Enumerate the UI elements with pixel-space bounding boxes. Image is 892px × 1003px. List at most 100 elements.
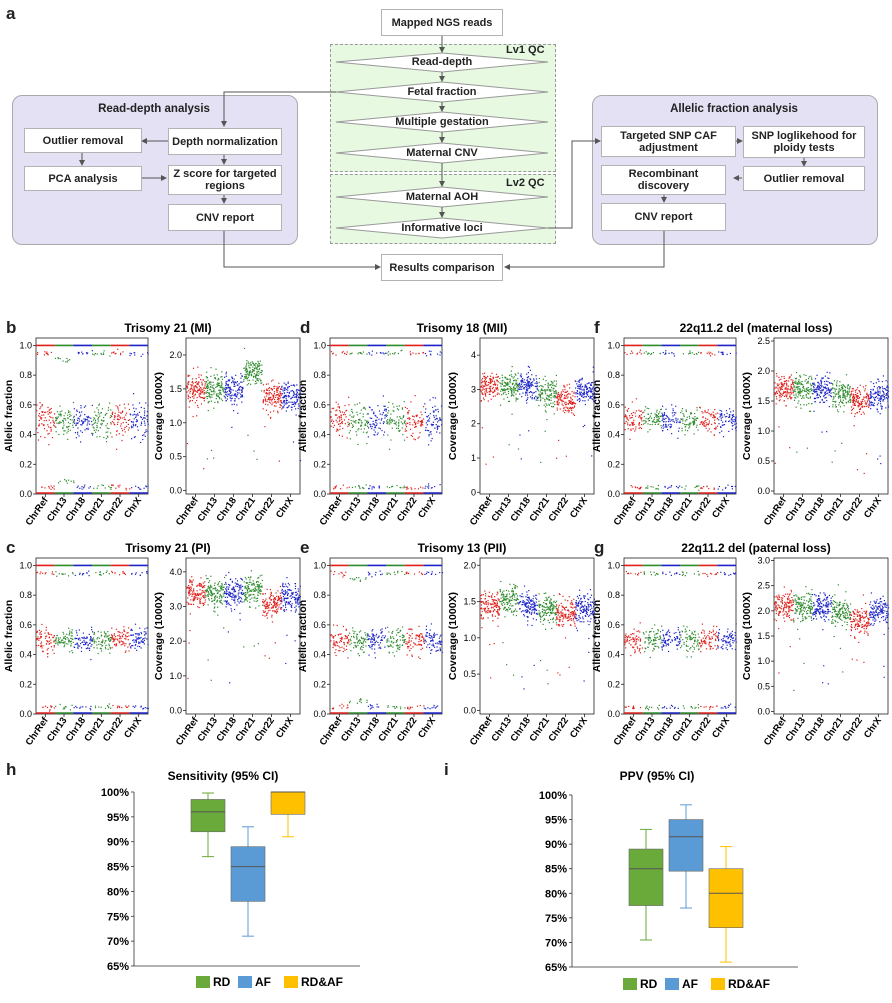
step-read-depth: Read-depth — [411, 56, 473, 68]
af-point — [726, 415, 728, 418]
coverage-point — [844, 390, 846, 392]
coverage-point — [580, 391, 582, 393]
af-point — [686, 419, 688, 421]
af-point — [90, 638, 92, 640]
coverage-point — [842, 402, 844, 404]
coverage-point — [884, 388, 887, 390]
coverage-point — [286, 395, 288, 397]
coverage-point — [536, 385, 538, 387]
af-point — [435, 417, 438, 419]
af-point — [336, 428, 338, 431]
coverage-point — [256, 373, 258, 375]
coverage-point — [514, 373, 516, 375]
af-point — [64, 412, 67, 414]
coverage-point — [529, 386, 531, 388]
af-point — [626, 418, 628, 420]
coverage-point — [550, 380, 552, 383]
af-point — [138, 402, 141, 404]
coverage-point — [223, 387, 225, 389]
coverage-point — [529, 384, 531, 387]
coverage-point — [265, 392, 267, 394]
coverage-point — [481, 386, 483, 388]
af-point — [77, 644, 79, 646]
af-point — [647, 417, 649, 420]
coverage-point — [189, 399, 191, 402]
coverage-point — [832, 398, 834, 400]
coverage-point — [809, 396, 812, 398]
coverage-point — [191, 595, 193, 597]
coverage-point — [586, 388, 588, 390]
af-point — [44, 436, 46, 439]
af-point — [640, 427, 643, 430]
af-point — [50, 411, 53, 413]
coverage-point — [506, 383, 508, 385]
af-point — [56, 416, 58, 418]
coverage-point — [544, 384, 546, 386]
af-point — [388, 401, 390, 403]
af-point — [386, 422, 388, 425]
coverage-point — [576, 399, 579, 401]
af-point — [707, 411, 709, 413]
coverage-point — [800, 383, 802, 385]
af-point — [434, 405, 436, 407]
coverage-point — [203, 603, 205, 605]
coverage-point — [288, 396, 290, 398]
coverage-point — [778, 426, 780, 428]
af-point — [63, 422, 65, 424]
af-point — [679, 421, 681, 424]
af-point — [62, 426, 64, 428]
af-point — [624, 406, 626, 408]
coverage-point — [557, 400, 559, 402]
af-point — [418, 436, 420, 438]
af-point — [123, 626, 125, 628]
coverage-point — [290, 384, 292, 387]
af-point — [335, 401, 337, 403]
coverage-point — [248, 371, 250, 373]
coverage-point — [201, 384, 203, 386]
af-point — [665, 417, 667, 420]
coverage-point — [489, 379, 491, 381]
coverage-point — [196, 391, 198, 393]
af-point — [52, 636, 54, 639]
coverage-point — [482, 393, 484, 396]
af-point — [122, 410, 124, 412]
coverage-point — [786, 383, 788, 386]
af-point — [410, 401, 412, 403]
af-point — [120, 636, 122, 638]
af-point — [734, 485, 736, 488]
af-point — [48, 444, 50, 446]
coverage-point — [293, 401, 295, 403]
coverage-point — [837, 397, 840, 399]
coverage-point — [290, 406, 292, 408]
af-point — [137, 634, 139, 636]
af-point — [432, 406, 434, 409]
af-point — [144, 628, 146, 630]
af-point — [640, 486, 642, 488]
af-point — [412, 419, 414, 421]
coverage-point — [513, 395, 515, 397]
af-point — [656, 411, 658, 413]
af-point — [123, 403, 125, 405]
coverage-point — [480, 385, 483, 388]
coverage-point — [206, 384, 208, 386]
coverage-point — [555, 396, 557, 398]
coverage-point — [554, 403, 556, 406]
af-point — [342, 484, 344, 486]
coverage-point — [586, 386, 588, 388]
af-point — [731, 419, 733, 421]
af-point — [140, 424, 142, 426]
coverage-point — [805, 393, 807, 396]
coverage-point — [245, 377, 247, 380]
coverage-point — [252, 370, 254, 372]
coverage-point — [593, 381, 596, 383]
coverage-point — [858, 403, 860, 405]
coverage-point — [252, 362, 255, 364]
af-point — [656, 420, 658, 422]
af-point — [678, 427, 680, 429]
coverage-point — [545, 379, 547, 382]
coverage-point — [198, 395, 200, 397]
coverage-point — [292, 394, 295, 396]
af-point — [107, 631, 109, 633]
af-point — [371, 350, 374, 352]
af-point — [78, 418, 80, 420]
